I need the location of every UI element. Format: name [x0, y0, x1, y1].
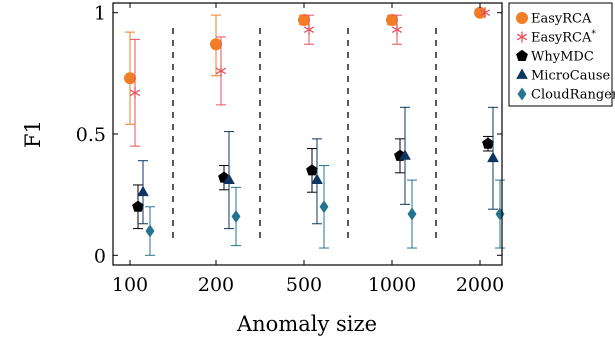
legend-marker — [516, 12, 528, 24]
x-tick-label: 500 — [286, 274, 322, 296]
data-point — [132, 200, 144, 212]
legend-label: EasyRCA — [531, 12, 592, 27]
data-point — [210, 38, 222, 51]
legend-label: MicroCause — [531, 69, 611, 84]
data-point — [231, 209, 241, 223]
data-point — [311, 173, 323, 184]
legend-marker — [516, 31, 528, 43]
legend-label: WhyMDC — [531, 50, 594, 65]
data-point — [407, 207, 417, 221]
y-tick-label: 0.5 — [76, 124, 106, 146]
series-microcause — [137, 106, 499, 230]
legend-label: EasyRCA* — [531, 30, 596, 46]
data-point — [129, 87, 141, 99]
data-point — [319, 200, 329, 214]
data-point — [386, 13, 398, 26]
data-point — [487, 151, 499, 163]
plot-frame — [112, 2, 503, 266]
legend-marker — [516, 49, 528, 62]
data-point — [391, 24, 403, 36]
data-point — [399, 149, 411, 160]
series-layer — [124, 6, 505, 256]
legend-label: CloudRanger — [531, 88, 615, 103]
y-tick-label: 0 — [94, 245, 106, 267]
data-point — [223, 173, 235, 184]
series-cloudranger — [145, 165, 505, 256]
x-tick-label: 1000 — [368, 274, 416, 296]
data-point — [303, 24, 315, 36]
data-point — [215, 65, 227, 77]
data-point — [298, 13, 310, 26]
y-tick-label: 1 — [94, 3, 106, 25]
legend-marker — [517, 87, 527, 101]
x-axis-title: Anomaly size — [236, 312, 377, 336]
legend-marker — [516, 68, 528, 79]
legend-label-superscript: * — [591, 30, 596, 40]
data-point — [306, 164, 318, 176]
y-axis: 00.51 — [76, 3, 502, 267]
series-easyrca — [129, 7, 491, 147]
x-tick-label: 200 — [198, 274, 234, 296]
data-point — [474, 6, 486, 19]
data-point — [137, 185, 149, 197]
y-axis-title: F1 — [21, 120, 45, 148]
data-point — [479, 7, 491, 19]
data-point — [145, 224, 155, 238]
series-easyrca — [124, 6, 486, 125]
x-tick-label: 2000 — [456, 274, 504, 296]
data-point — [482, 137, 494, 149]
x-tick-label: 100 — [112, 274, 148, 296]
x-axis: 100 200 500 1000 2000 — [112, 3, 504, 296]
series-whymdc — [132, 135, 494, 230]
data-point — [124, 72, 136, 85]
legend: EasyRCA EasyRCA* WhyMDC MicroCause CloudRang… — [508, 2, 615, 107]
group-separators — [172, 28, 437, 240]
